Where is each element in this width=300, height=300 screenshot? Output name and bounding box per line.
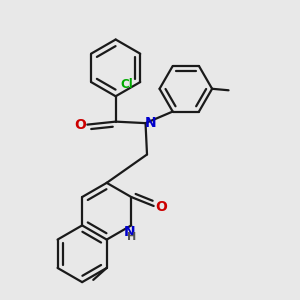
Text: Cl: Cl	[120, 78, 133, 91]
Text: O: O	[155, 200, 167, 214]
Text: O: O	[74, 118, 86, 132]
Text: N: N	[124, 225, 136, 239]
Text: H: H	[127, 232, 136, 242]
Text: N: N	[145, 116, 157, 130]
